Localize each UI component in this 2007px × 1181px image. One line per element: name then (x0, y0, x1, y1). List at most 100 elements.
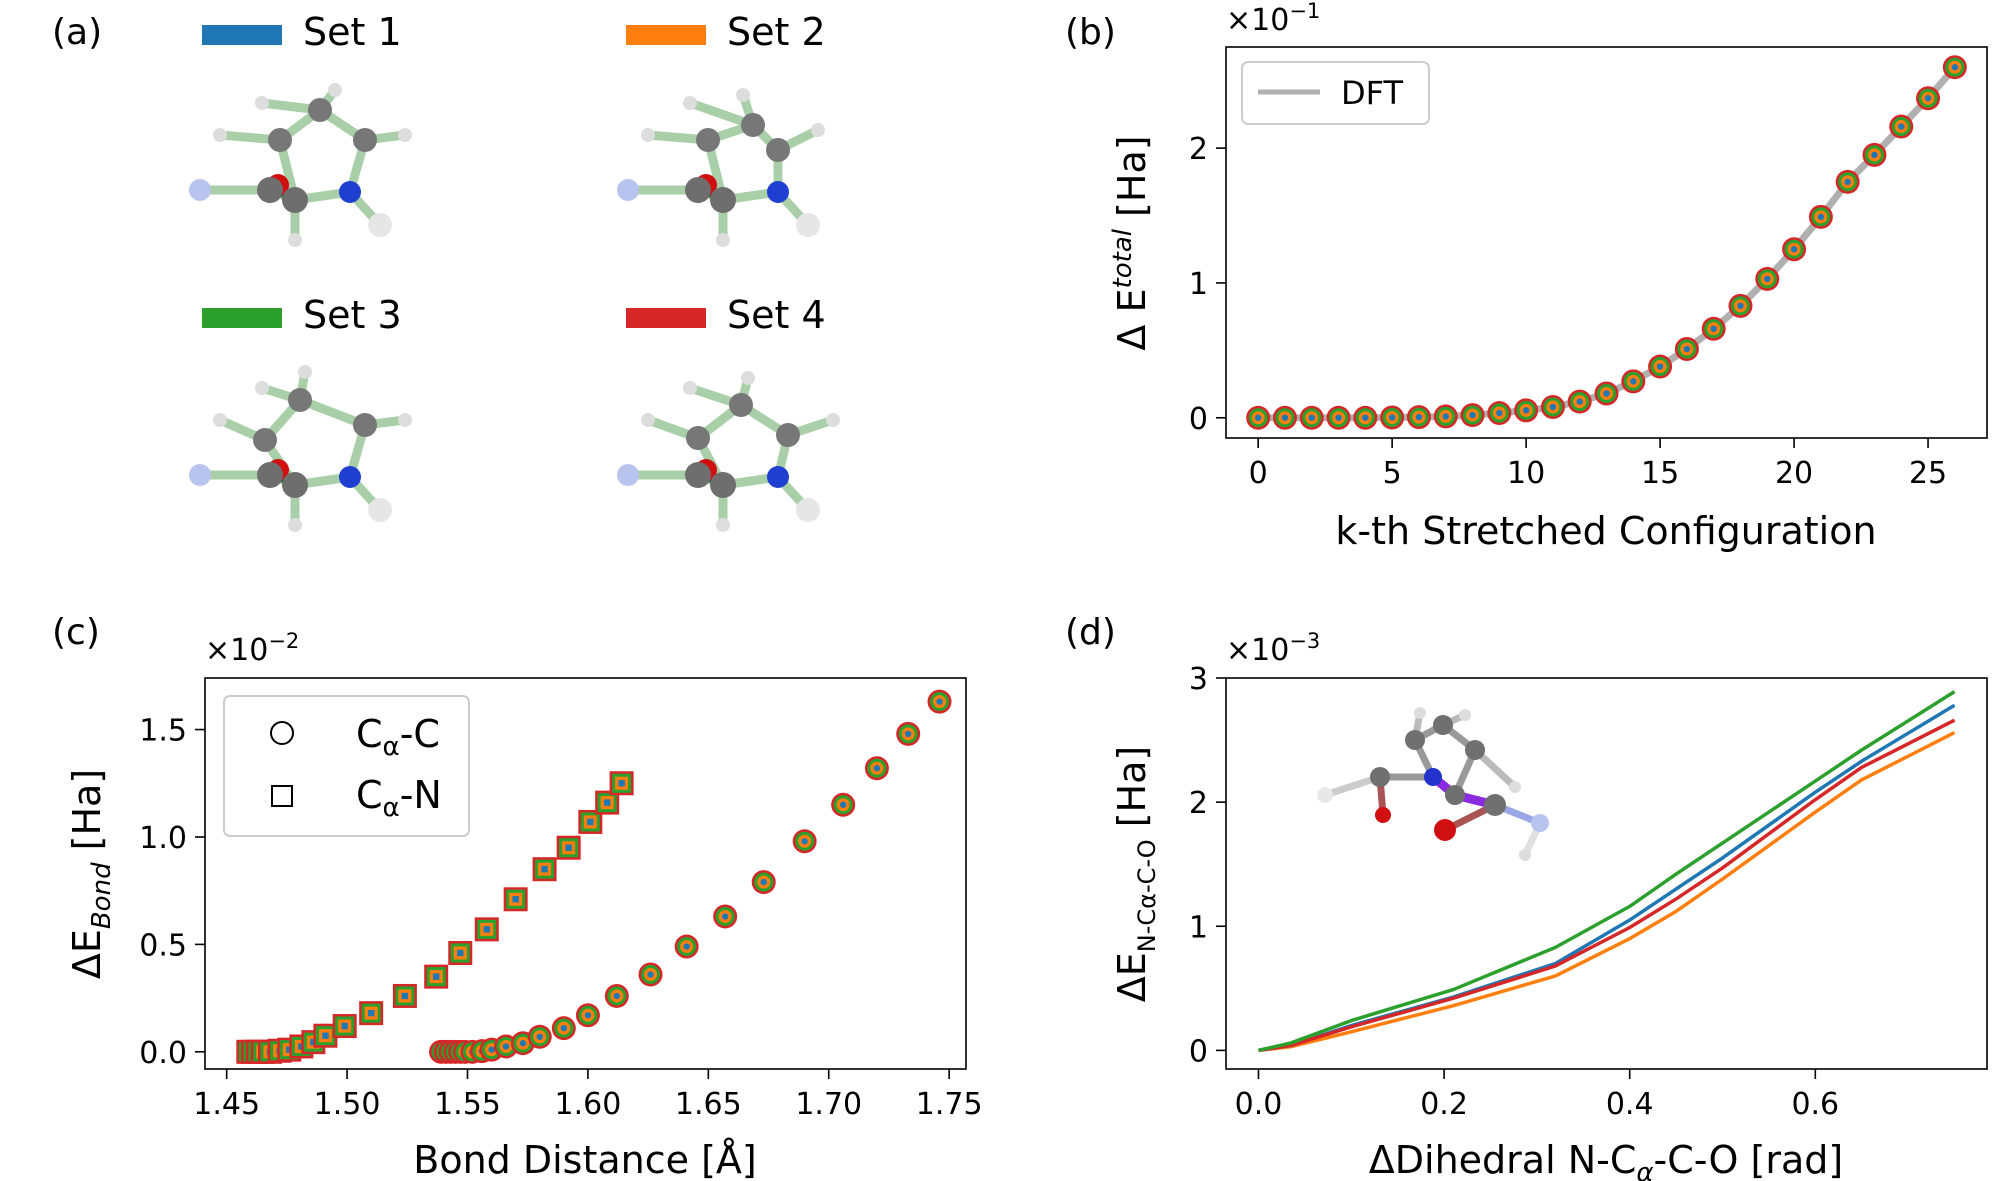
data-point (896, 721, 921, 746)
panel-c-xlabel: Bond Distance [Å] (413, 1138, 756, 1181)
data-point (1326, 405, 1351, 430)
panel-b-xtick-label: 5 (1383, 456, 1402, 491)
data-point (532, 857, 557, 882)
data-point-set1 (1442, 413, 1449, 420)
data-point (713, 904, 738, 929)
atom (696, 128, 720, 152)
atom (1459, 709, 1471, 721)
atom (1445, 785, 1465, 805)
panel-d-xtick-label: 0.4 (1606, 1087, 1654, 1122)
panel-c-axes: 1.45 1.50 1.55 1.60 1.65 1.70 1.75 0.0 0.5 1.0 1.5 (139, 714, 982, 1122)
atom (767, 466, 789, 488)
data-point-set1 (1469, 411, 1476, 419)
data-point-set1 (1790, 246, 1798, 253)
atom (353, 128, 377, 152)
data-point-set1 (298, 1043, 305, 1050)
data-point-set1 (1871, 151, 1878, 159)
data-point (864, 756, 889, 781)
atom (288, 233, 302, 247)
data-point-set1 (1817, 213, 1825, 221)
legend-swatch-set4 (626, 308, 706, 328)
atom (398, 128, 412, 142)
panel-a: (a) Set 1 Set 2 Set 3 Set 4 (52, 10, 840, 532)
panel-d-frame (1225, 677, 1988, 1070)
panel-b: (b) ×10−1 0 5 10 15 20 25 0 1 2 DFT k-th Stretch… (1065, 0, 1988, 553)
data-point-set1 (401, 992, 409, 1000)
legend-marker-circle (270, 721, 294, 745)
atom (617, 179, 639, 201)
panel-d-xlabel: ΔDihedral N-Cα-C-O [rad] (1369, 1138, 1843, 1181)
data-point-set1 (1308, 414, 1315, 421)
data-point-set1 (322, 1032, 329, 1039)
data-point-set1 (801, 838, 808, 845)
panel-a-label: (a) (52, 12, 102, 53)
data-point-set1 (1415, 413, 1423, 421)
data-point (1540, 394, 1565, 419)
data-point (575, 1003, 600, 1028)
panel-c-ylabel: ΔEBond [Ha] (65, 769, 117, 979)
panel-c-xtick-label: 1.50 (314, 1087, 381, 1122)
data-point (1755, 266, 1780, 291)
molecule-icon (617, 371, 840, 532)
data-point-set1 (721, 913, 729, 920)
data-point-set1 (502, 1043, 510, 1050)
atom (641, 413, 655, 427)
data-point (927, 689, 952, 714)
data-point-set1 (603, 799, 611, 806)
atom (368, 498, 392, 522)
molecule-icon (189, 83, 412, 247)
atom (339, 181, 361, 203)
data-point (551, 1016, 576, 1041)
data-point-set1 (584, 1012, 592, 1019)
atom (257, 177, 283, 203)
atom (826, 413, 840, 427)
data-point-set1 (1898, 123, 1905, 130)
atom (1424, 768, 1442, 786)
data-point-set1 (1764, 275, 1771, 283)
data-point-set1 (512, 896, 519, 903)
panel-b-axes: 0 5 10 15 20 25 0 1 2 (1189, 132, 1947, 491)
data-point-set1 (536, 1033, 543, 1040)
data-point (604, 983, 629, 1008)
legend-label-set2: Set 2 (727, 10, 826, 54)
atom (328, 83, 342, 97)
atom (298, 365, 312, 379)
panel-c-xtick-label: 1.65 (675, 1087, 742, 1122)
panel-d-axes: 0.0 0.2 0.4 0.6 0 1 2 3 (1189, 662, 1839, 1122)
atom (766, 138, 790, 162)
panel-c-frame (204, 677, 967, 1070)
data-point-set1 (613, 992, 621, 1000)
panel-c-ytick-label: 0.0 (139, 1036, 187, 1071)
panel-d-ytick-label: 0 (1189, 1034, 1208, 1069)
series-line-set3 (1258, 690, 1956, 1053)
panel-d-xtick-label: 0.0 (1235, 1087, 1283, 1122)
data-point-set1 (1254, 414, 1262, 421)
data-point (751, 870, 776, 895)
legend-swatch-set3 (202, 308, 282, 328)
data-point-set1 (683, 943, 690, 950)
atom (1465, 740, 1485, 760)
atom (282, 472, 308, 498)
panel-d: (d) ×10−3 0.0 0.2 0.4 0.6 0 1 2 3 ΔDihedral N-C… (1065, 612, 1988, 1181)
data-point-set1 (1549, 403, 1557, 411)
atom (255, 381, 269, 395)
data-point-set1 (1281, 414, 1289, 421)
data-point-set1 (936, 698, 943, 705)
panel-b-xtick-label: 0 (1249, 456, 1268, 491)
atom (268, 128, 292, 152)
data-point (1621, 369, 1646, 394)
panel-d-label: (d) (1065, 612, 1116, 653)
panel-d-multiplier: ×10−3 (1226, 629, 1320, 668)
panel-c-label: (c) (52, 612, 100, 653)
atom (1317, 787, 1333, 803)
data-point-set1 (483, 926, 490, 933)
data-point (1433, 404, 1458, 429)
series-line-set4 (1258, 718, 1956, 1053)
panel-b-xtick-label: 20 (1775, 456, 1813, 491)
legend-marker-square (271, 785, 293, 807)
data-point (1594, 381, 1619, 406)
panel-c: (c) ×10−2 1.45 1.50 1.55 1.60 1.65 1.70 1.75 0.… (52, 612, 983, 1181)
panel-d-ytick-label: 3 (1189, 662, 1208, 697)
legend-label-set1: Set 1 (303, 10, 402, 54)
